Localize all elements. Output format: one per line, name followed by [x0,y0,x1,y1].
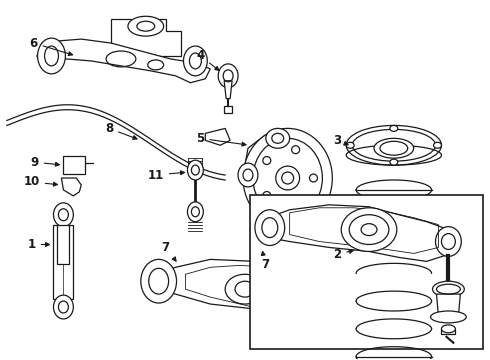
Ellipse shape [310,174,318,182]
Polygon shape [57,225,70,264]
Ellipse shape [218,64,238,88]
Ellipse shape [292,202,299,210]
Text: 3: 3 [333,134,348,147]
Text: 7: 7 [162,241,176,261]
Text: 11: 11 [147,168,184,181]
Polygon shape [245,135,324,225]
Ellipse shape [431,311,466,323]
Text: 4: 4 [196,49,219,70]
Text: 2: 2 [333,248,353,261]
Polygon shape [37,39,210,83]
Bar [250,195,483,349]
Ellipse shape [341,208,397,251]
Ellipse shape [292,146,299,154]
Ellipse shape [141,260,176,303]
Ellipse shape [374,138,414,158]
Ellipse shape [183,46,207,76]
Text: 10: 10 [24,175,57,189]
Bar [63,156,85,174]
Ellipse shape [346,142,354,148]
Ellipse shape [433,281,465,297]
Ellipse shape [238,163,258,187]
Ellipse shape [434,142,441,148]
Ellipse shape [346,125,441,165]
Ellipse shape [441,325,455,333]
Ellipse shape [285,214,305,230]
Ellipse shape [436,227,461,256]
Ellipse shape [263,192,271,199]
Ellipse shape [255,210,285,246]
Ellipse shape [323,284,355,324]
Ellipse shape [38,38,65,74]
Text: 5: 5 [196,132,246,146]
Ellipse shape [390,125,398,131]
Bar [441,329,455,334]
Text: 7: 7 [261,251,269,271]
Text: 6: 6 [29,37,73,55]
Polygon shape [258,205,450,261]
Polygon shape [224,105,232,113]
Polygon shape [205,129,230,145]
Ellipse shape [53,203,74,227]
Polygon shape [224,81,232,99]
Ellipse shape [263,157,271,165]
Ellipse shape [266,129,290,148]
Polygon shape [61,178,81,196]
Ellipse shape [361,224,377,235]
Polygon shape [53,225,74,299]
Ellipse shape [188,160,203,180]
Polygon shape [111,19,180,56]
Text: 8: 8 [105,122,137,139]
Polygon shape [146,260,344,324]
Ellipse shape [53,295,74,319]
Text: 9: 9 [30,156,59,168]
Ellipse shape [390,159,398,165]
Ellipse shape [243,129,332,228]
Ellipse shape [276,166,299,190]
Ellipse shape [128,16,164,36]
Polygon shape [437,294,460,317]
Text: 1: 1 [27,238,49,251]
Ellipse shape [188,202,203,222]
